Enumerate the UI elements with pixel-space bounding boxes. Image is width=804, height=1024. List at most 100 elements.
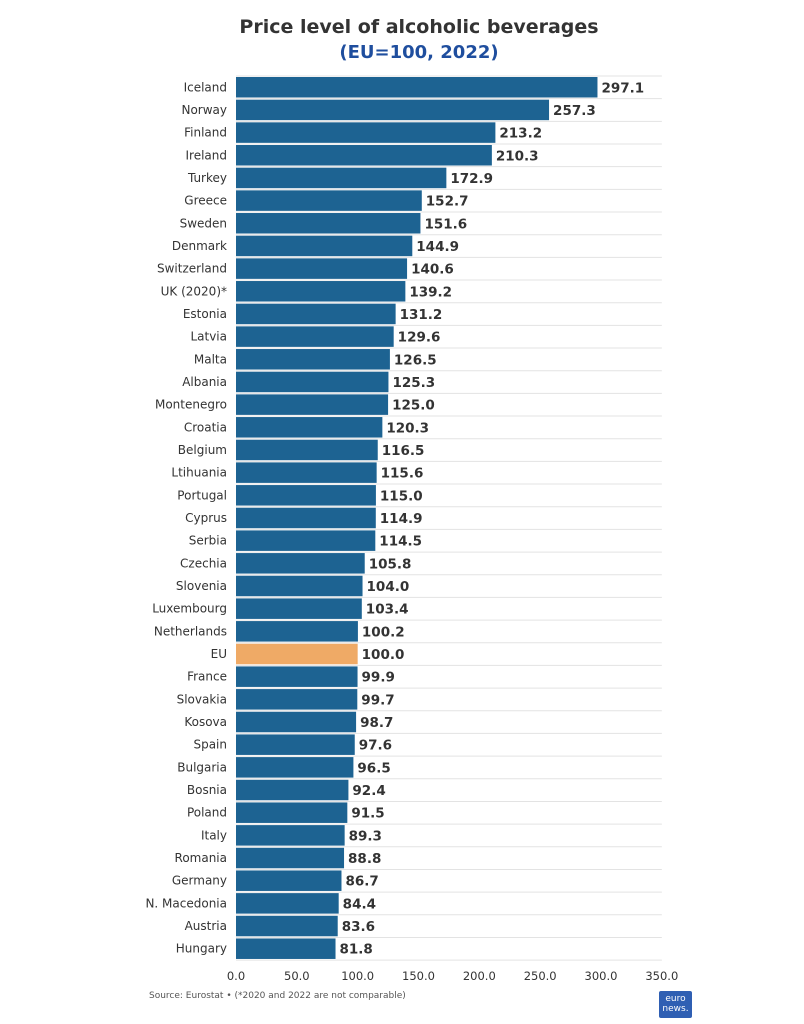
value-label: 144.9 xyxy=(416,239,459,255)
bar xyxy=(236,598,362,619)
bar xyxy=(236,190,422,211)
value-label: 257.3 xyxy=(553,103,596,119)
bar xyxy=(236,77,598,98)
bar xyxy=(236,462,377,483)
bar xyxy=(236,553,365,574)
bar xyxy=(236,326,394,347)
logo-text-line2: news. xyxy=(662,1004,689,1014)
bar xyxy=(236,666,358,687)
category-label: Greece xyxy=(184,194,227,208)
bar xyxy=(236,281,406,302)
x-tick-label: 200.0 xyxy=(463,969,496,983)
value-label: 92.4 xyxy=(352,783,385,799)
category-label: Ltihuania xyxy=(171,466,227,480)
category-label: Czechia xyxy=(180,556,227,570)
category-label: Belgium xyxy=(178,443,227,457)
category-label: Switzerland xyxy=(157,262,227,276)
category-label: Estonia xyxy=(183,307,227,321)
value-label: 213.2 xyxy=(499,126,542,142)
category-label: N. Macedonia xyxy=(145,896,227,910)
bar xyxy=(236,575,363,597)
category-label: Slovenia xyxy=(176,579,227,593)
category-label: Finland xyxy=(184,126,227,140)
category-label: Slovakia xyxy=(177,692,227,706)
value-label: 100.0 xyxy=(362,647,405,663)
value-label: 140.6 xyxy=(411,262,454,278)
category-label: Montenegro xyxy=(155,398,227,412)
chart-title: Price level of alcoholic beverages xyxy=(239,16,599,38)
bar xyxy=(236,711,357,733)
value-label: 105.8 xyxy=(369,556,412,572)
bar xyxy=(236,213,421,234)
category-label: Turkey xyxy=(187,171,227,185)
value-label: 125.0 xyxy=(392,398,435,414)
bar xyxy=(236,893,339,914)
value-label: 115.0 xyxy=(380,488,423,504)
category-label: Norway xyxy=(181,103,227,117)
x-tick-label: 100.0 xyxy=(341,969,374,983)
source-note: Source: Eurostat • (*2020 and 2022 are n… xyxy=(149,991,406,1001)
value-label: 100.2 xyxy=(362,624,405,640)
value-label: 131.2 xyxy=(400,307,443,323)
bar xyxy=(236,439,378,461)
value-label: 104.0 xyxy=(367,579,410,595)
bar xyxy=(236,507,376,529)
bar xyxy=(236,167,447,189)
value-label: 86.7 xyxy=(345,874,378,890)
value-label: 129.6 xyxy=(398,330,441,346)
value-label: 99.9 xyxy=(362,670,395,686)
value-label: 120.3 xyxy=(386,420,429,436)
category-label: Bosnia xyxy=(187,783,227,797)
value-label: 89.3 xyxy=(349,828,382,844)
category-label: Austria xyxy=(185,919,227,933)
bar xyxy=(236,145,492,166)
value-label: 103.4 xyxy=(366,602,409,618)
bar xyxy=(236,485,376,506)
value-label: 83.6 xyxy=(342,919,375,935)
bar xyxy=(236,915,338,937)
category-label: Kosova xyxy=(184,715,227,729)
category-label: EU xyxy=(211,647,227,661)
chart-subtitle: (EU=100, 2022) xyxy=(339,42,499,63)
value-label: 88.8 xyxy=(348,851,381,867)
bar xyxy=(236,689,358,710)
category-label: France xyxy=(187,670,227,684)
x-tick-label: 0.0 xyxy=(227,969,245,983)
category-label: Denmark xyxy=(172,239,227,253)
bar xyxy=(236,643,358,665)
category-label: UK (2020)* xyxy=(161,284,227,298)
category-label: Malta xyxy=(194,352,227,366)
category-label: Ireland xyxy=(185,148,227,162)
value-label: 115.6 xyxy=(381,466,424,482)
value-label: 139.2 xyxy=(409,284,452,300)
value-label: 210.3 xyxy=(496,148,539,164)
bar xyxy=(236,122,496,143)
value-label: 126.5 xyxy=(394,352,437,368)
value-label: 116.5 xyxy=(382,443,425,459)
bar xyxy=(236,621,358,642)
category-label: Netherlands xyxy=(154,624,227,638)
value-label: 98.7 xyxy=(360,715,393,731)
bar xyxy=(236,303,396,325)
category-label: Poland xyxy=(187,806,227,820)
bar xyxy=(236,258,408,279)
category-label: Serbia xyxy=(189,534,227,548)
bar xyxy=(236,371,389,393)
value-label: 152.7 xyxy=(426,194,469,210)
bar xyxy=(236,235,413,257)
value-label: 172.9 xyxy=(450,171,493,187)
value-label: 96.5 xyxy=(357,760,390,776)
category-label: Luxembourg xyxy=(152,602,227,616)
value-label: 151.6 xyxy=(424,216,467,232)
euronews-logo[interactable]: euro news. xyxy=(659,991,692,1018)
x-tick-label: 250.0 xyxy=(524,969,557,983)
bar xyxy=(236,349,390,370)
x-tick-label: 300.0 xyxy=(585,969,618,983)
bar xyxy=(236,938,336,959)
value-label: 97.6 xyxy=(359,738,392,754)
category-label: Portugal xyxy=(177,488,227,502)
category-label: Cyprus xyxy=(185,511,227,525)
bar xyxy=(236,394,389,415)
category-label: Bulgaria xyxy=(177,760,227,774)
